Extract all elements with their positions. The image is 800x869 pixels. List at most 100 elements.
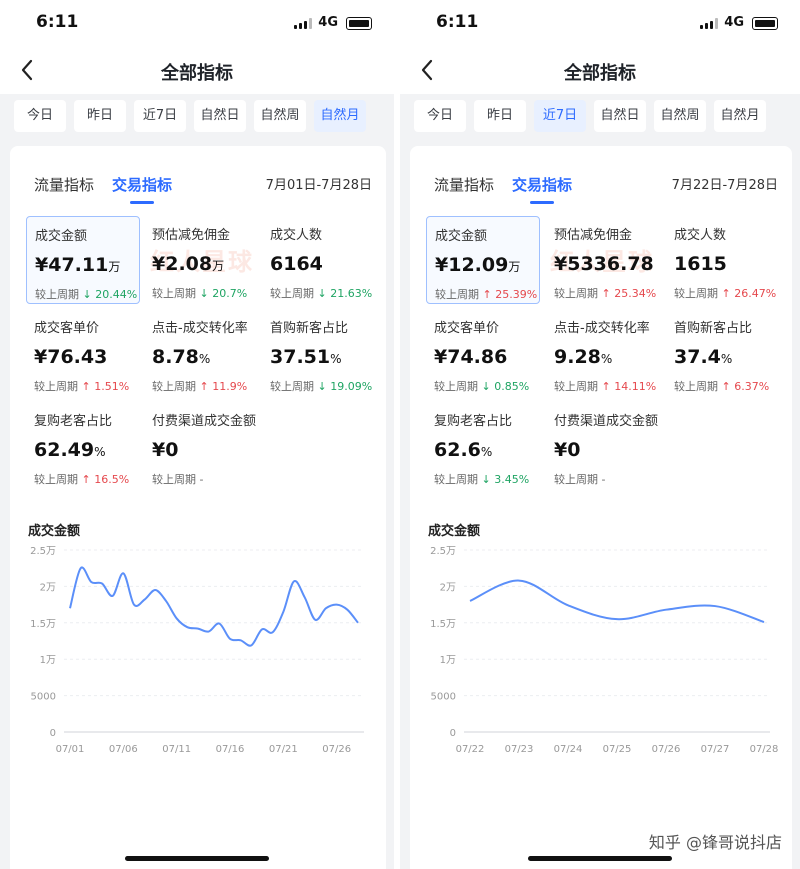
data-point <box>469 599 472 602</box>
type-tab[interactable]: 交易指标 <box>512 176 573 204</box>
data-point <box>616 618 619 621</box>
data-point <box>665 608 668 611</box>
compare-label: 较上周期 <box>152 287 196 300</box>
metric-value: ¥2.08万 <box>152 253 258 275</box>
arrow-icon: ↑ <box>601 380 611 393</box>
range-tab[interactable]: 今日 <box>414 100 466 132</box>
metric-name: 付费渠道成交金额 <box>554 414 659 429</box>
arrow-icon: ↑ <box>721 287 731 300</box>
metric-name: 首购新客占比 <box>270 321 349 336</box>
chevron-left-icon <box>21 59 33 81</box>
range-tab[interactable]: 自然月 <box>714 100 766 132</box>
range-tab[interactable]: 自然月 <box>314 100 366 132</box>
data-point <box>346 608 349 611</box>
y-tick-label: 2.5万 <box>430 546 456 557</box>
metric-value-number: 37.51 <box>270 346 331 368</box>
metric-value-number: ¥0 <box>152 439 179 461</box>
x-tick-label: 07/26 <box>322 744 351 755</box>
metric-cell[interactable]: 成交客单价 ¥74.86 较上周期 ↓ 0.85% <box>426 309 540 397</box>
type-tab[interactable]: 流量指标 <box>34 176 95 194</box>
metric-value-number: ¥0 <box>554 439 581 461</box>
data-point <box>154 589 157 592</box>
metric-value-number: ¥12.09 <box>435 254 509 276</box>
series-line <box>69 566 359 647</box>
status-time: 6:11 <box>436 12 479 32</box>
metric-cell[interactable]: 成交金额 ¥47.11万 较上周期 ↓ 20.44% <box>26 216 140 304</box>
data-point <box>101 582 104 585</box>
metric-value: ¥5336.78 <box>554 253 660 275</box>
metric-cell[interactable]: 成交人数 1615 较上周期 ↑ 26.47% <box>666 216 780 304</box>
metric-name: 成交金额 <box>435 229 488 244</box>
y-tick-label: 0 <box>50 728 56 739</box>
metric-name: 成交人数 <box>674 228 727 243</box>
data-point <box>567 604 570 607</box>
metric-value-number: 9.28 <box>554 346 601 368</box>
range-tab[interactable]: 近7日 <box>134 100 186 132</box>
y-tick-label: 2万 <box>40 582 56 593</box>
metric-compare: 较上周期 ↑ 26.47% <box>674 285 780 301</box>
range-tabs: 今日 昨日 近7日 自然日 自然周 自然月 <box>414 100 794 134</box>
compare-change: ↓ 19.09% <box>318 380 373 393</box>
metric-value-unit: % <box>198 352 211 366</box>
x-tick-label: 07/24 <box>554 744 583 755</box>
metric-value: ¥76.43 <box>34 346 140 368</box>
compare-percent: 14.11% <box>614 380 657 393</box>
phone-screen-left: 6:11 4G 全部指标 今日 昨日 近7日 自然日 自然周 自然月 流量指标 交易指标 7月01日-… <box>0 0 394 869</box>
type-tab[interactable]: 流量指标 <box>434 176 495 194</box>
y-tick-label: 5000 <box>431 692 456 703</box>
metric-value: ¥47.11万 <box>35 254 139 276</box>
metric-name: 复购老客占比 <box>434 414 513 429</box>
compare-change: ↑ 11.9% <box>200 380 248 393</box>
metric-cell[interactable]: 成交人数 6164 较上周期 ↓ 21.63% <box>262 216 376 304</box>
signal-icon <box>294 18 312 29</box>
arrow-icon: ↑ <box>81 380 91 393</box>
metric-value-number: ¥5336.78 <box>554 253 654 275</box>
compare-label: 较上周期 <box>674 287 718 300</box>
metric-compare: 较上周期 ↑ 1.51% <box>34 378 140 394</box>
metric-cell[interactable]: 付费渠道成交金额 ¥0 较上周期 - <box>144 402 258 490</box>
compare-percent: 6.37% <box>734 380 770 393</box>
metric-cell[interactable]: 预估减免佣金 ¥2.08万 较上周期 ↓ 20.7% <box>144 216 258 304</box>
metric-cell[interactable]: 首购新客占比 37.51% 较上周期 ↓ 19.09% <box>262 309 376 397</box>
range-tab[interactable]: 自然日 <box>194 100 246 132</box>
metrics-card: 流量指标 交易指标 7月01日-7月28日 红人星球 成交金额 ¥47.11万 较上周期 ↓… <box>10 146 386 869</box>
metric-cell[interactable]: 付费渠道成交金额 ¥0 较上周期 - <box>546 402 660 490</box>
range-tabs: 今日 昨日 近7日 自然日 自然周 自然月 <box>14 100 388 134</box>
metric-cell[interactable]: 首购新客占比 37.4% 较上周期 ↑ 6.37% <box>666 309 780 397</box>
metric-value-unit: % <box>330 352 342 366</box>
metric-cell[interactable]: 点击-成交转化率 9.28% 较上周期 ↑ 14.11% <box>546 309 660 397</box>
range-tab[interactable]: 昨日 <box>74 100 126 132</box>
metric-cell[interactable]: 复购老客占比 62.49% 较上周期 ↑ 16.5% <box>26 402 140 490</box>
data-point <box>186 626 189 629</box>
page-title: 全部指标 <box>161 63 233 84</box>
metric-cell[interactable]: 点击-成交转化率 8.78% 较上周期 ↑ 11.9% <box>144 309 258 397</box>
arrow-icon: ↑ <box>482 288 492 301</box>
phone-screen-right: 6:11 4G 全部指标 今日 昨日 近7日 自然日 自然周 自然月 流量指标 交易指标 7月22日-… <box>400 0 800 869</box>
back-button[interactable] <box>14 56 42 84</box>
range-tab[interactable]: 自然周 <box>254 100 306 132</box>
metric-cell[interactable]: 复购老客占比 62.6% 较上周期 ↓ 3.45% <box>426 402 540 490</box>
metric-cell[interactable]: 成交金额 ¥12.09万 较上周期 ↑ 25.39% <box>426 216 540 304</box>
data-point <box>303 596 306 599</box>
metric-value-number: 62.6 <box>434 439 481 461</box>
back-button[interactable] <box>414 56 442 84</box>
range-tab[interactable]: 近7日 <box>534 100 586 132</box>
metric-cell[interactable]: 成交客单价 ¥76.43 较上周期 ↑ 1.51% <box>26 309 140 397</box>
range-tab[interactable]: 自然日 <box>594 100 646 132</box>
metric-cell[interactable]: 预估减免佣金 ¥5336.78 较上周期 ↑ 25.34% <box>546 216 660 304</box>
data-point <box>197 627 200 630</box>
data-point <box>111 594 114 597</box>
type-tab[interactable]: 交易指标 <box>112 176 173 204</box>
arrow-icon: ↓ <box>317 287 327 300</box>
metric-compare: 较上周期 ↑ 14.11% <box>554 378 660 394</box>
metric-name: 成交金额 <box>35 229 88 244</box>
compare-label: 较上周期 <box>34 473 78 486</box>
range-tab[interactable]: 自然周 <box>654 100 706 132</box>
range-tab[interactable]: 今日 <box>14 100 66 132</box>
metric-compare: 较上周期 ↓ 21.63% <box>270 285 376 301</box>
range-tab[interactable]: 昨日 <box>474 100 526 132</box>
metric-compare: 较上周期 ↑ 11.9% <box>152 378 258 394</box>
metric-name: 预估减免佣金 <box>152 228 231 243</box>
compare-change: ↓ 21.63% <box>318 287 373 300</box>
y-tick-label: 5000 <box>31 692 56 703</box>
